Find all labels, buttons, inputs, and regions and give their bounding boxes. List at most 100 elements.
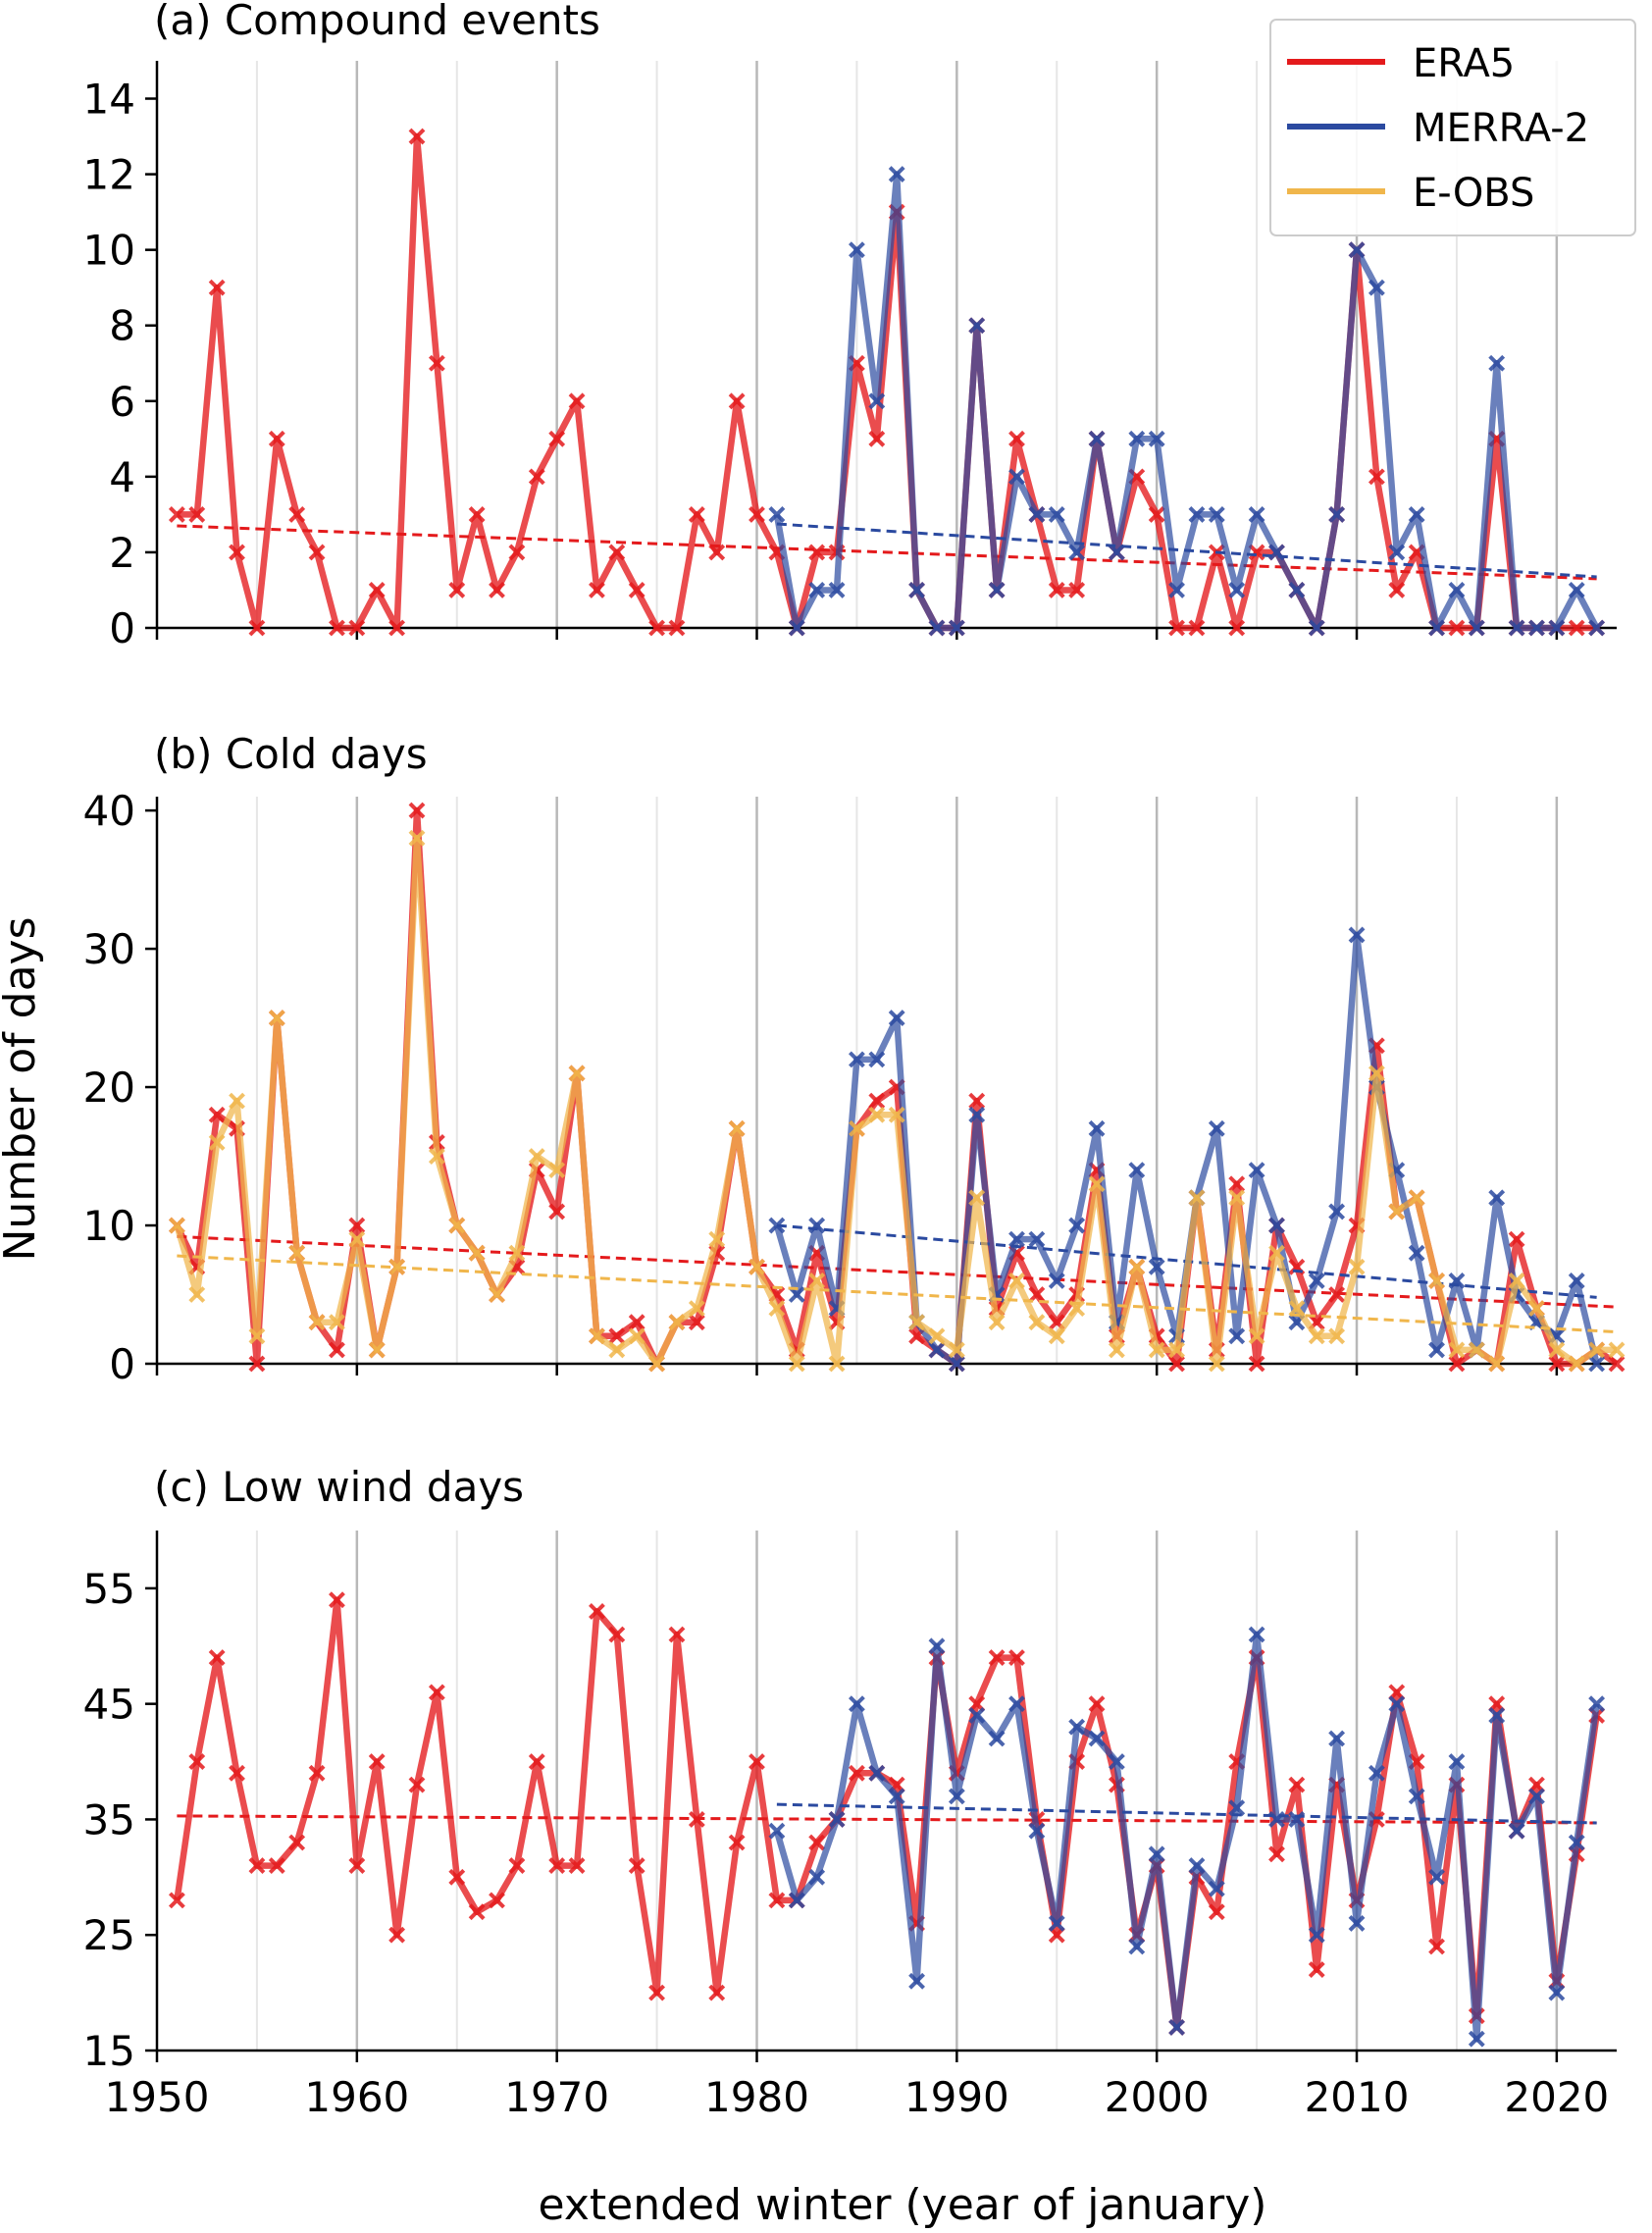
series-line-merra (773, 171, 1600, 632)
data-point-merra (1488, 1189, 1506, 1207)
data-point-era5 (1568, 619, 1585, 637)
data-point-era5 (448, 582, 466, 598)
y-tick-label: 25 (83, 1911, 135, 1959)
data-point-era5 (1008, 430, 1025, 447)
data-point-era5 (348, 1857, 366, 1874)
data-point-merra (908, 1972, 925, 1990)
trend-line-merra (776, 522, 1597, 579)
data-point-merra (948, 1788, 965, 1805)
data-point-merra (968, 1106, 986, 1123)
data-point-merra (1148, 1845, 1165, 1863)
data-point-merra (1408, 1244, 1425, 1262)
data-point-era5 (1248, 1355, 1265, 1373)
data-point-eobs (1448, 1341, 1466, 1359)
data-point-merra (1028, 1822, 1046, 1840)
data-point-era5 (168, 505, 185, 523)
data-point-merra (868, 1051, 886, 1068)
data-point-eobs (1468, 1341, 1485, 1359)
data-point-era5 (589, 582, 605, 598)
data-point-merra (1348, 926, 1366, 944)
data-point-era5 (388, 619, 406, 637)
data-point-era5 (1068, 582, 1086, 598)
data-point-merra (1408, 1788, 1425, 1805)
trend-line-eobs (177, 1254, 1618, 1334)
data-point-eobs (908, 1314, 925, 1331)
data-point-eobs (268, 1010, 285, 1026)
trend-line-era5 (177, 1234, 1618, 1309)
y-tick-label: 4 (109, 453, 135, 501)
data-point-era5 (428, 1684, 445, 1701)
data-point-eobs (489, 1286, 505, 1303)
data-point-eobs (1548, 1341, 1566, 1359)
data-point-merra (868, 1764, 886, 1782)
trend-line-merra (776, 1802, 1597, 1825)
data-point-merra (1188, 1857, 1206, 1874)
data-point-era5 (489, 1892, 505, 1909)
data-point-era5 (1008, 1649, 1025, 1666)
data-point-eobs (1308, 1327, 1325, 1345)
data-point-era5 (1208, 1903, 1225, 1921)
data-point-merra (1188, 505, 1206, 523)
data-point-era5 (368, 1753, 386, 1770)
data-point-eobs (568, 1065, 586, 1082)
data-point-eobs (1028, 1314, 1046, 1331)
data-point-era5 (1188, 619, 1206, 637)
data-point-era5 (628, 1857, 645, 1874)
data-point-eobs (1188, 1189, 1206, 1207)
data-point-era5 (1248, 544, 1265, 561)
data-point-eobs (1208, 1355, 1225, 1373)
data-point-merra (1388, 1695, 1406, 1713)
data-point-era5 (408, 128, 426, 145)
data-point-era5 (329, 1341, 345, 1359)
data-point-eobs (168, 1217, 185, 1234)
data-point-era5 (408, 802, 426, 819)
series-line-merra (773, 1631, 1600, 2043)
data-point-eobs (1268, 1244, 1285, 1262)
data-point-era5 (668, 1626, 686, 1643)
data-point-era5 (1608, 1355, 1626, 1373)
data-point-merra (1168, 2019, 1185, 2036)
data-point-merra (1068, 544, 1086, 561)
data-point-merra (849, 241, 865, 259)
data-point-merra (808, 1868, 826, 1886)
data-point-eobs (1428, 1272, 1445, 1289)
x-tick-label: 1960 (304, 2073, 409, 2121)
data-point-merra (1248, 1626, 1265, 1643)
data-point-eobs (589, 1327, 605, 1345)
x-tick-label: 1990 (904, 2073, 1009, 2121)
data-point-eobs (668, 1314, 686, 1331)
data-point-era5 (1388, 582, 1406, 598)
data-point-eobs (768, 1300, 786, 1318)
data-point-eobs (329, 1314, 345, 1331)
data-point-eobs (1048, 1327, 1065, 1345)
legend-label: MERRA-2 (1413, 106, 1589, 151)
data-point-merra (1308, 1272, 1325, 1289)
x-tick-label: 2020 (1504, 2073, 1609, 2121)
data-point-era5 (688, 505, 705, 523)
data-point-merra (888, 1010, 905, 1026)
data-point-merra (1088, 1119, 1106, 1137)
data-point-eobs (708, 1230, 726, 1248)
data-point-eobs (1128, 1258, 1146, 1275)
data-point-merra (1508, 619, 1525, 637)
y-tick-label: 0 (109, 1340, 135, 1388)
data-point-merra (1588, 619, 1606, 637)
data-point-era5 (688, 1314, 705, 1331)
data-point-merra (888, 1788, 905, 1805)
data-point-merra (1048, 1915, 1065, 1932)
y-axis-label: Number of days (0, 917, 45, 1262)
data-point-eobs (508, 1244, 526, 1262)
data-point-era5 (229, 1764, 245, 1782)
data-point-merra (1168, 582, 1185, 598)
data-point-era5 (248, 619, 266, 637)
data-point-era5 (1448, 619, 1466, 637)
panel-title: (b) Cold days (154, 730, 428, 778)
data-point-era5 (268, 430, 285, 447)
legend-label: E-OBS (1413, 171, 1534, 216)
data-point-merra (1008, 468, 1025, 486)
data-point-era5 (708, 544, 726, 561)
data-point-eobs (849, 1119, 865, 1137)
panel-2: 0 10 20 30 40 (b) Cold days (83, 730, 1626, 1388)
data-point-eobs (308, 1314, 326, 1331)
data-point-merra (788, 1286, 805, 1303)
